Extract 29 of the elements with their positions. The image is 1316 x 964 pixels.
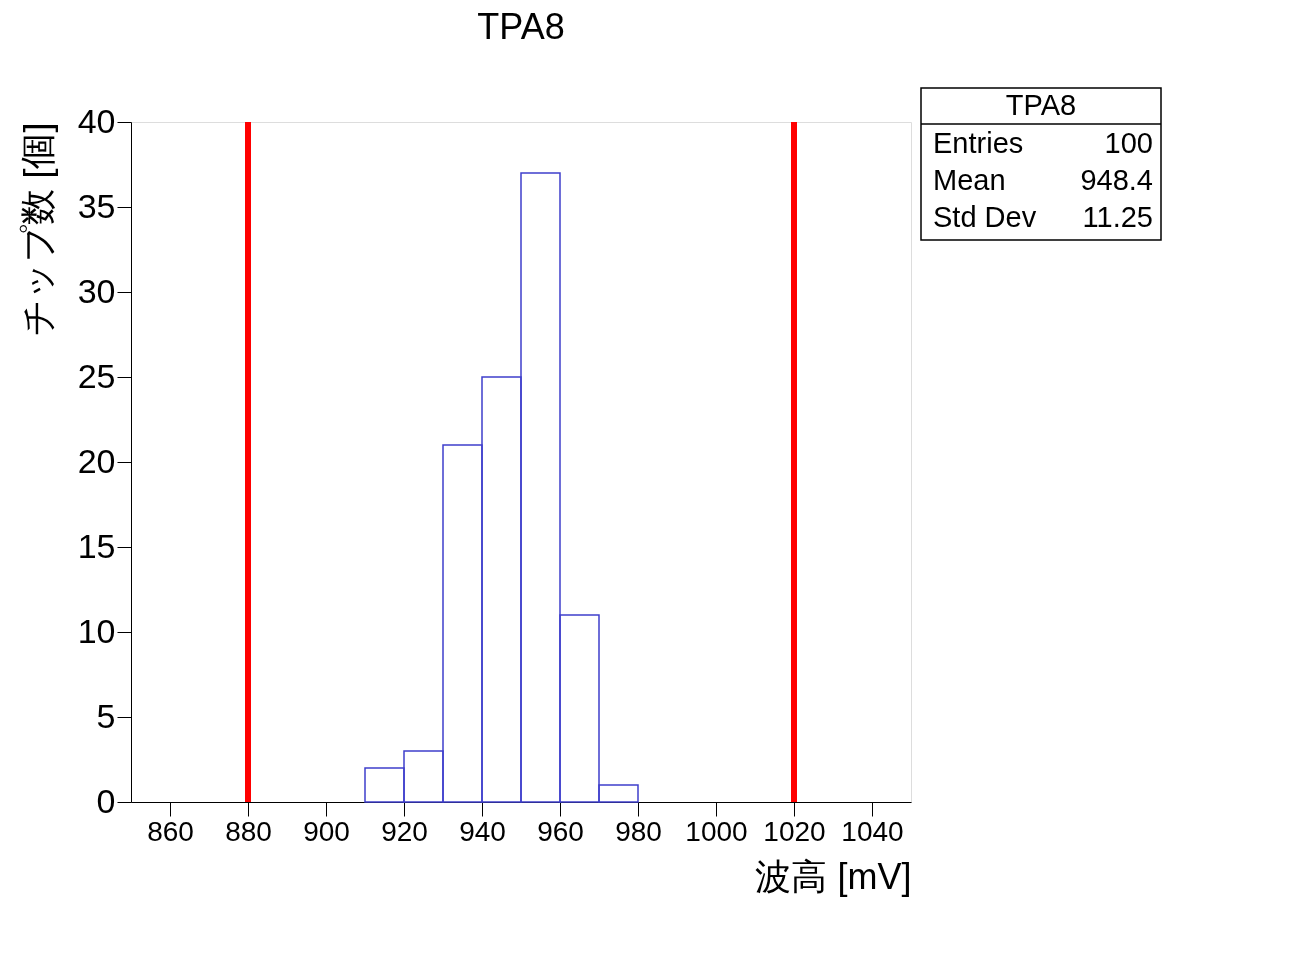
x-tick-label: 900 — [303, 815, 350, 847]
x-tick-label: 880 — [225, 815, 272, 847]
y-tick-label: 20 — [77, 441, 116, 480]
y-tick-label: 40 — [77, 101, 116, 140]
y-tick-label: 25 — [77, 356, 116, 395]
text: 948.4 — [1080, 164, 1153, 196]
x-tick-label: 1020 — [763, 815, 826, 847]
text: Std Dev — [933, 201, 1037, 233]
x-tick-label: 1000 — [685, 815, 748, 847]
text: TPA8 — [1005, 89, 1077, 121]
x-axis-title: 波高 [mV] — [755, 855, 912, 897]
text: Mean — [933, 164, 1006, 196]
text: 11.25 — [1082, 201, 1153, 233]
y-tick-label: 0 — [96, 781, 116, 820]
x-tick-label: 960 — [537, 815, 584, 847]
y-tick-label: 35 — [77, 186, 116, 225]
y-tick-label: 10 — [77, 611, 116, 650]
x-tick-label: 940 — [459, 815, 506, 847]
chart-title: TPA8 — [477, 6, 565, 48]
text: 100 — [1104, 127, 1153, 159]
x-tick-label: 920 — [381, 815, 428, 847]
y-tick-label: 30 — [77, 271, 116, 310]
x-tick-label: 1040 — [841, 815, 904, 847]
text: Entries — [933, 127, 1024, 159]
y-tick-label: 5 — [96, 696, 116, 735]
y-axis-title: チップ数 [個] — [16, 122, 58, 336]
y-tick-label: 15 — [77, 526, 116, 565]
x-tick-label: 860 — [147, 815, 194, 847]
x-tick-label: 980 — [615, 815, 662, 847]
